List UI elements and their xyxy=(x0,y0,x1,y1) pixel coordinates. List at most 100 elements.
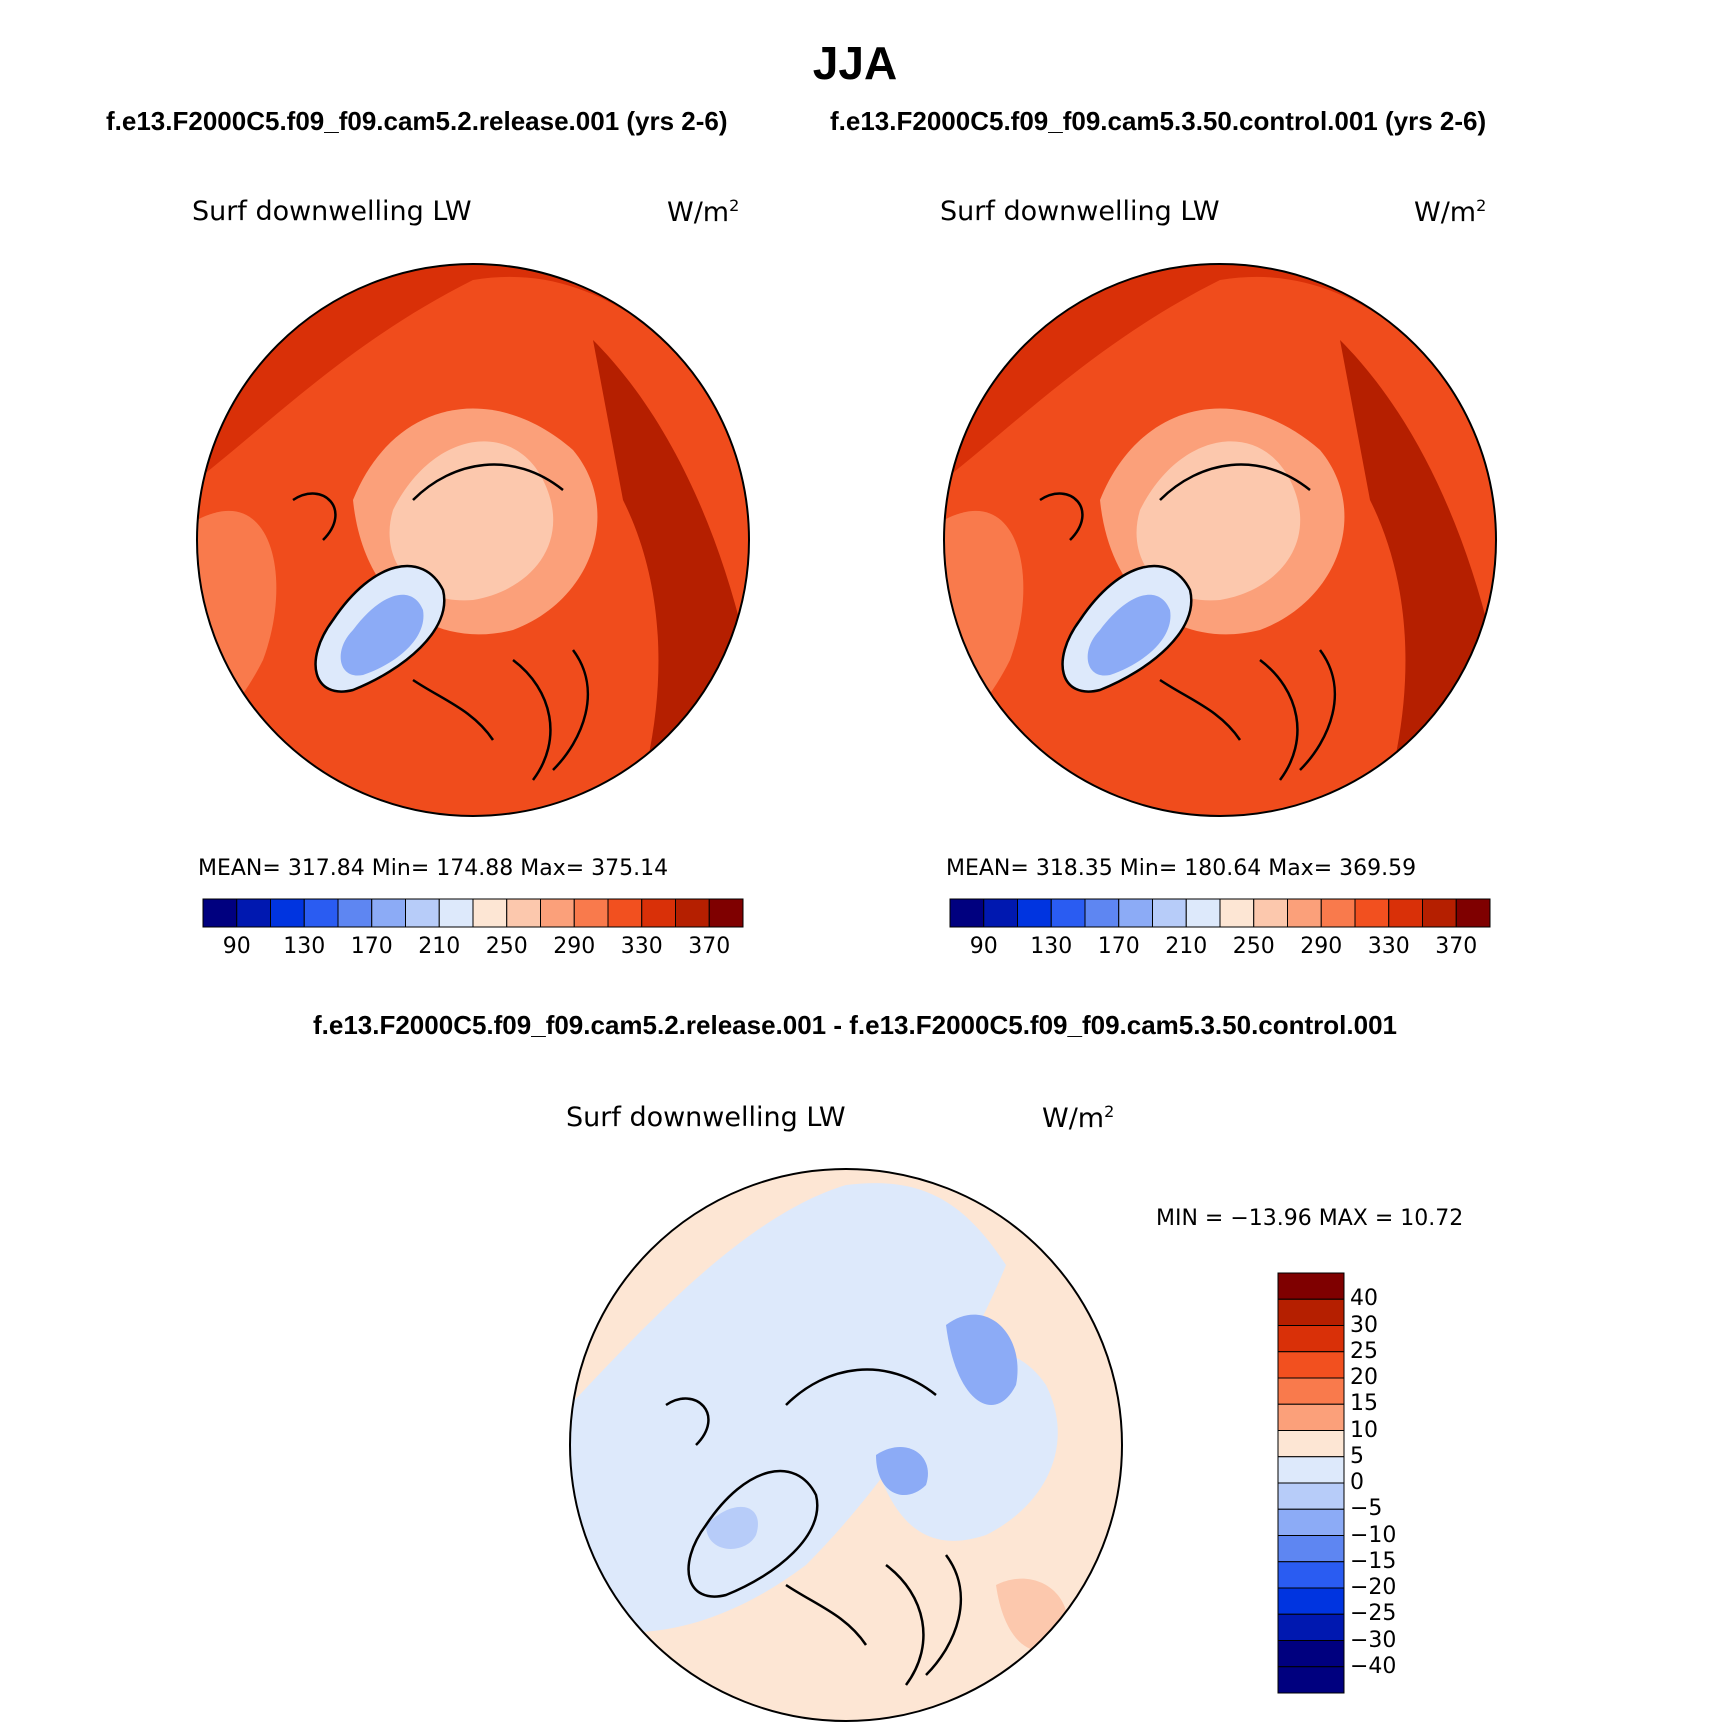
colorbar-swatch xyxy=(1354,898,1390,928)
colorbar-tick-label: 30 xyxy=(1350,1312,1378,1338)
panel1-colorbar-labels: 90 130 170 210 250 290 330 370 xyxy=(203,934,743,964)
panel1-variable: Surf downwelling LW xyxy=(192,196,472,227)
panel3-colorbar xyxy=(1277,1272,1345,1694)
colorbar-swatch xyxy=(1084,898,1120,928)
colorbar-tick-label: −25 xyxy=(1350,1601,1397,1627)
colorbar-tick-label: 130 xyxy=(1030,934,1073,959)
colorbar-tick-label: −40 xyxy=(1350,1653,1397,1679)
panel1-colorbar xyxy=(202,898,744,928)
colorbar-swatch xyxy=(1277,1272,1345,1300)
colorbar-swatch xyxy=(506,898,541,928)
colorbar-tick-label: 10 xyxy=(1350,1417,1378,1443)
panel1-stats: MEAN= 317.84 Min= 174.88 Max= 375.14 xyxy=(198,856,669,881)
colorbar-tick-label: 40 xyxy=(1350,1286,1378,1312)
colorbar-tick-label: 90 xyxy=(969,934,998,959)
colorbar-swatch xyxy=(1277,1666,1345,1694)
colorbar-tick-label: 170 xyxy=(350,934,393,959)
colorbar-tick-label: 370 xyxy=(1435,934,1478,959)
colorbar-swatch xyxy=(1277,1325,1345,1353)
colorbar-swatch xyxy=(405,898,440,928)
colorbar-swatch xyxy=(1277,1613,1345,1641)
colorbar-tick-label: 25 xyxy=(1350,1338,1378,1364)
panel2-colorbar-labels: 90 130 170 210 250 290 330 370 xyxy=(950,934,1490,964)
panel1-units: W/m2 xyxy=(667,196,740,228)
panel2-variable: Surf downwelling LW xyxy=(940,196,1220,227)
colorbar-swatch xyxy=(1277,1430,1345,1458)
colorbar-swatch xyxy=(1422,898,1457,928)
colorbar-swatch xyxy=(337,898,373,928)
colorbar-swatch xyxy=(1017,898,1052,928)
colorbar-tick-label: −20 xyxy=(1350,1575,1397,1600)
colorbar-swatch xyxy=(1277,1587,1345,1615)
colorbar-swatch xyxy=(949,898,985,928)
colorbar-swatch xyxy=(1253,898,1288,928)
colorbar-swatch xyxy=(371,898,406,928)
colorbar-swatch xyxy=(1277,1640,1345,1668)
panel2-map xyxy=(943,263,1497,817)
colorbar-swatch xyxy=(675,898,710,928)
colorbar-tick-label: 250 xyxy=(1232,934,1275,959)
colorbar-tick-label: 250 xyxy=(485,934,528,959)
colorbar-tick-label: −30 xyxy=(1350,1627,1397,1653)
colorbar-swatch xyxy=(270,898,305,928)
colorbar-swatch xyxy=(1277,1456,1345,1484)
colorbar-swatch xyxy=(1287,898,1322,928)
colorbar-swatch xyxy=(303,898,339,928)
colorbar-tick-label: −15 xyxy=(1350,1548,1397,1574)
colorbar-swatch xyxy=(1185,898,1221,928)
colorbar-swatch xyxy=(1152,898,1187,928)
colorbar-swatch xyxy=(607,898,643,928)
colorbar-swatch xyxy=(1277,1403,1345,1431)
colorbar-swatch xyxy=(1219,898,1255,928)
colorbar-swatch xyxy=(472,898,508,928)
colorbar-swatch xyxy=(236,898,271,928)
colorbar-swatch xyxy=(1050,898,1086,928)
colorbar-tick-label: 330 xyxy=(620,934,663,959)
colorbar-tick-label: 330 xyxy=(1367,934,1410,959)
panel2-colorbar xyxy=(949,898,1491,928)
colorbar-swatch xyxy=(573,898,609,928)
colorbar-swatch xyxy=(1277,1482,1345,1510)
colorbar-swatch xyxy=(1320,898,1356,928)
colorbar-swatch xyxy=(1277,1561,1345,1589)
colorbar-swatch xyxy=(708,898,744,928)
colorbar-swatch xyxy=(438,898,474,928)
colorbar-tick-label: 90 xyxy=(222,934,251,959)
panel1-map xyxy=(196,263,750,817)
colorbar-swatch xyxy=(202,898,238,928)
colorbar-tick-label: 370 xyxy=(688,934,731,959)
panel3-variable: Surf downwelling LW xyxy=(566,1102,846,1133)
colorbar-tick-label: 290 xyxy=(1300,934,1343,959)
panel3-colorbar-labels: 40 30 25 20 15 10 5 0 −5 −10 −15 −20 −25 −30 −40 xyxy=(1350,1273,1430,1693)
colorbar-tick-label: 170 xyxy=(1097,934,1140,959)
colorbar-swatch xyxy=(1277,1351,1345,1379)
colorbar-swatch xyxy=(1118,898,1153,928)
colorbar-tick-label: 5 xyxy=(1350,1443,1364,1469)
diff-title: f.e13.F2000C5.f09_f09.cam5.2.release.001… xyxy=(312,1010,1398,1040)
panel2-units: W/m2 xyxy=(1414,196,1487,228)
colorbar-tick-label: −5 xyxy=(1350,1496,1383,1522)
colorbar-swatch xyxy=(983,898,1018,928)
main-title: JJA xyxy=(812,37,898,89)
colorbar-tick-label: 0 xyxy=(1350,1470,1364,1495)
colorbar-swatch xyxy=(1455,898,1491,928)
colorbar-tick-label: 15 xyxy=(1350,1391,1378,1417)
colorbar-tick-label: 130 xyxy=(283,934,326,959)
panel3-units: W/m2 xyxy=(1042,1102,1115,1134)
panel3-stats: MIN = −13.96 MAX = 10.72 xyxy=(1156,1206,1464,1231)
colorbar-swatch xyxy=(641,898,676,928)
colorbar-tick-label: 290 xyxy=(553,934,596,959)
case-title-right: f.e13.F2000C5.f09_f09.cam5.3.50.control.… xyxy=(830,106,1487,136)
panel3-map xyxy=(569,1168,1123,1722)
colorbar-swatch xyxy=(540,898,575,928)
colorbar-swatch xyxy=(1277,1377,1345,1405)
case-title-left: f.e13.F2000C5.f09_f09.cam5.2.release.001… xyxy=(106,106,728,136)
colorbar-tick-label: 210 xyxy=(1165,934,1208,959)
panel2-stats: MEAN= 318.35 Min= 180.64 Max= 369.59 xyxy=(946,856,1417,881)
colorbar-swatch xyxy=(1277,1298,1345,1326)
colorbar-tick-label: 210 xyxy=(418,934,461,959)
colorbar-swatch xyxy=(1388,898,1423,928)
colorbar-tick-label: −10 xyxy=(1350,1522,1397,1548)
colorbar-swatch xyxy=(1277,1535,1345,1563)
colorbar-swatch xyxy=(1277,1508,1345,1536)
